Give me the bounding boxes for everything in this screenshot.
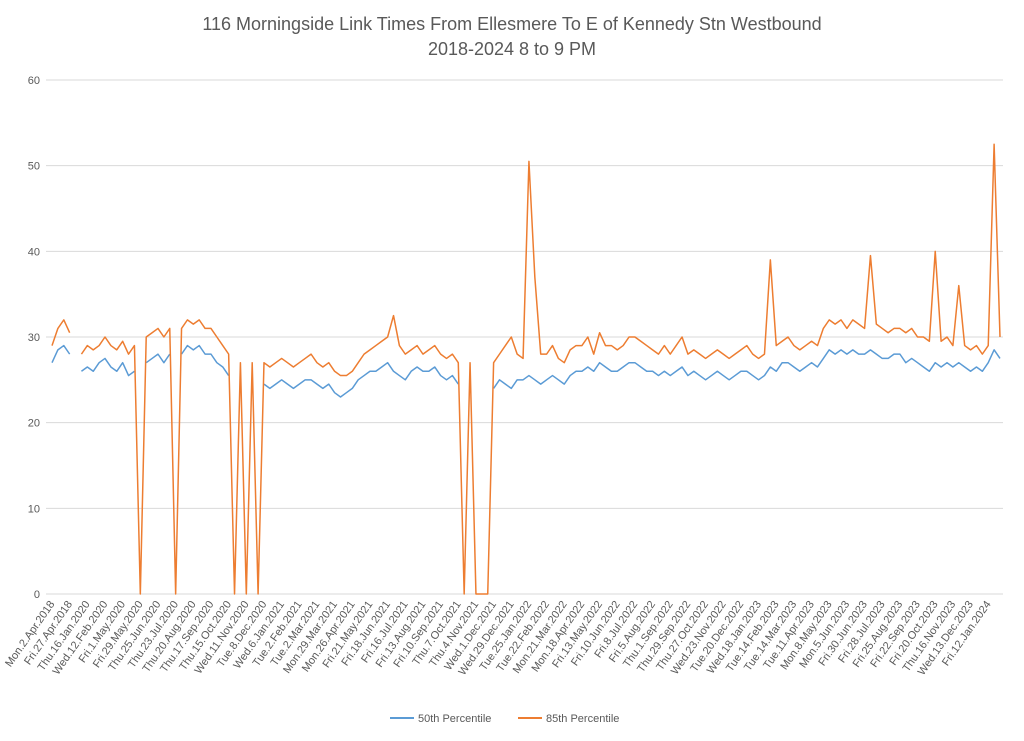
y-tick-label: 30 xyxy=(28,332,40,344)
y-tick-label: 50 xyxy=(28,161,40,173)
y-tick-label: 10 xyxy=(28,503,40,515)
legend-label: 50th Percentile xyxy=(418,713,491,725)
series-line xyxy=(51,143,1001,595)
legend-label: 85th Percentile xyxy=(546,713,619,725)
y-tick-label: 40 xyxy=(28,246,40,258)
y-tick-label: 0 xyxy=(34,589,40,601)
chart-title: 116 Morningside Link Times From Ellesmer… xyxy=(202,14,821,34)
y-tick-label: 20 xyxy=(28,418,40,430)
chart-subtitle: 2018-2024 8 to 9 PM xyxy=(428,39,596,59)
y-tick-label: 60 xyxy=(28,75,40,87)
series-line xyxy=(51,344,1001,398)
